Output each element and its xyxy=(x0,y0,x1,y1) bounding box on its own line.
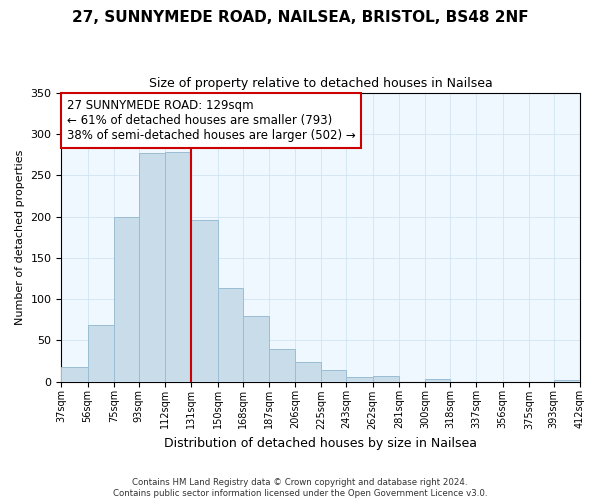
Bar xyxy=(61,366,88,382)
Bar xyxy=(373,376,399,382)
Bar xyxy=(295,362,322,382)
Bar xyxy=(322,370,346,382)
Bar xyxy=(114,216,139,382)
Text: 27, SUNNYMEDE ROAD, NAILSEA, BRISTOL, BS48 2NF: 27, SUNNYMEDE ROAD, NAILSEA, BRISTOL, BS… xyxy=(71,10,529,25)
Bar xyxy=(165,152,191,382)
Bar xyxy=(242,316,269,382)
Title: Size of property relative to detached houses in Nailsea: Size of property relative to detached ho… xyxy=(149,78,493,90)
Bar xyxy=(425,379,450,382)
X-axis label: Distribution of detached houses by size in Nailsea: Distribution of detached houses by size … xyxy=(164,437,477,450)
Bar xyxy=(346,376,373,382)
Bar xyxy=(269,348,295,382)
Bar xyxy=(218,288,242,382)
Bar xyxy=(139,153,165,382)
Bar xyxy=(191,220,218,382)
Bar xyxy=(88,326,114,382)
Text: 27 SUNNYMEDE ROAD: 129sqm
← 61% of detached houses are smaller (793)
38% of semi: 27 SUNNYMEDE ROAD: 129sqm ← 61% of detac… xyxy=(67,99,355,142)
Text: Contains HM Land Registry data © Crown copyright and database right 2024.
Contai: Contains HM Land Registry data © Crown c… xyxy=(113,478,487,498)
Bar xyxy=(554,380,580,382)
Y-axis label: Number of detached properties: Number of detached properties xyxy=(15,150,25,325)
